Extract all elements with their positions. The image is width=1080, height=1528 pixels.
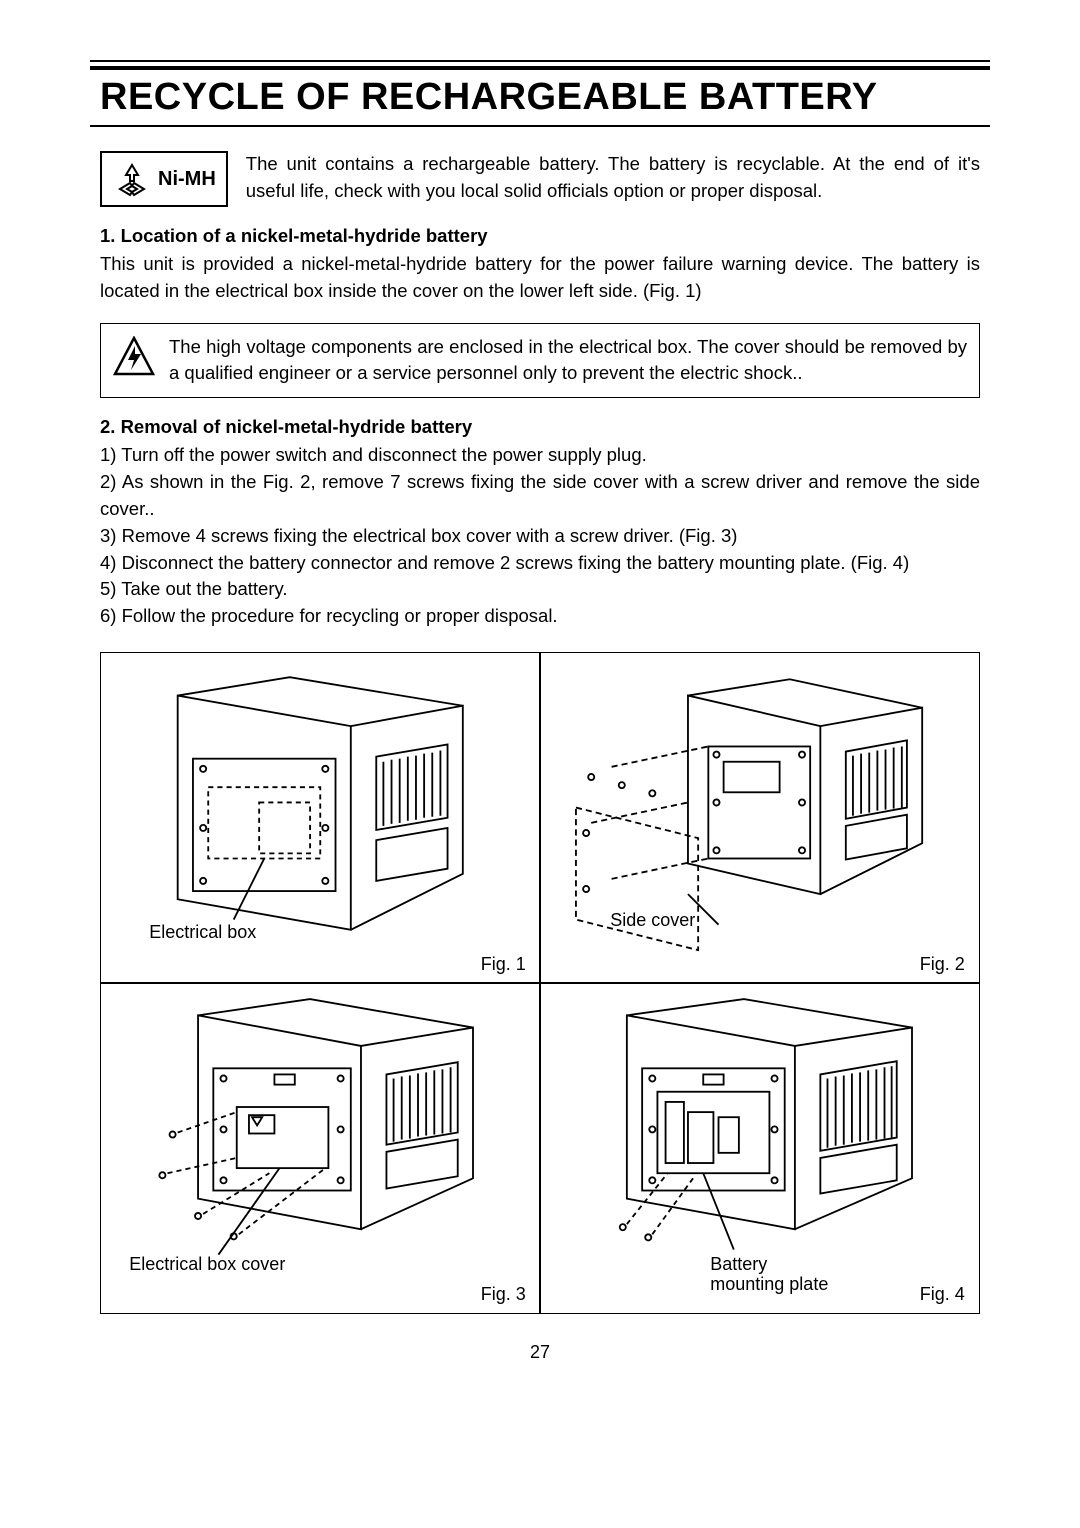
figure-3-label: Electrical box cover <box>129 1254 285 1275</box>
figure-2-cell: Side cover Fig. 2 <box>539 652 980 984</box>
section1-body: This unit is provided a nickel-metal-hyd… <box>100 251 980 305</box>
figure-4-label-line2: mounting plate <box>710 1274 828 1295</box>
nimh-badge: Ni-MH <box>100 151 228 207</box>
figure-grid: Electrical box Fig. 1 <box>100 652 980 1314</box>
figure-1-number: Fig. 1 <box>481 954 526 975</box>
step-item: 6) Follow the procedure for recycling or… <box>100 603 980 630</box>
figure-3-cell: Electrical box cover Fig. 3 <box>100 982 541 1314</box>
step-item: 2) As shown in the Fig. 2, remove 7 scre… <box>100 469 980 523</box>
step-item: 5) Take out the battery. <box>100 576 980 603</box>
intro-row: Ni-MH The unit contains a rechargeable b… <box>100 151 980 207</box>
header-rule <box>90 60 990 62</box>
title-box: RECYCLE OF RECHARGEABLE BATTERY <box>90 66 990 127</box>
recycle-icon <box>112 159 152 199</box>
step-item: 3) Remove 4 screws fixing the electrical… <box>100 523 980 550</box>
high-voltage-icon <box>113 336 155 378</box>
figure-1-label: Electrical box <box>149 922 256 943</box>
figure-1-cell: Electrical box Fig. 1 <box>100 652 541 984</box>
page-number: 27 <box>90 1342 990 1363</box>
intro-text: The unit contains a rechargeable battery… <box>246 151 980 205</box>
warning-box: The high voltage components are enclosed… <box>100 323 980 399</box>
removal-steps: 1) Turn off the power switch and disconn… <box>100 442 980 630</box>
figure-4-number: Fig. 4 <box>920 1284 965 1305</box>
warning-text: The high voltage components are enclosed… <box>169 334 967 388</box>
nimh-label: Ni-MH <box>158 168 216 191</box>
section1-heading: 1. Location of a nickel-metal-hydride ba… <box>100 225 980 247</box>
figure-2-number: Fig. 2 <box>920 954 965 975</box>
nimh-badge-wrap: Ni-MH <box>100 151 228 207</box>
figure-4-label-line1: Battery <box>710 1254 767 1275</box>
intro-section: Ni-MH The unit contains a rechargeable b… <box>90 151 990 1314</box>
figure-4-cell: Battery mounting plate Fig. 4 <box>539 982 980 1314</box>
figure-3-number: Fig. 3 <box>481 1284 526 1305</box>
section2-heading: 2. Removal of nickel-metal-hydride batte… <box>100 416 980 438</box>
step-item: 4) Disconnect the battery connector and … <box>100 550 980 577</box>
page-title: RECYCLE OF RECHARGEABLE BATTERY <box>90 76 990 119</box>
figure-2-label: Side cover <box>610 910 695 931</box>
step-item: 1) Turn off the power switch and disconn… <box>100 442 980 469</box>
